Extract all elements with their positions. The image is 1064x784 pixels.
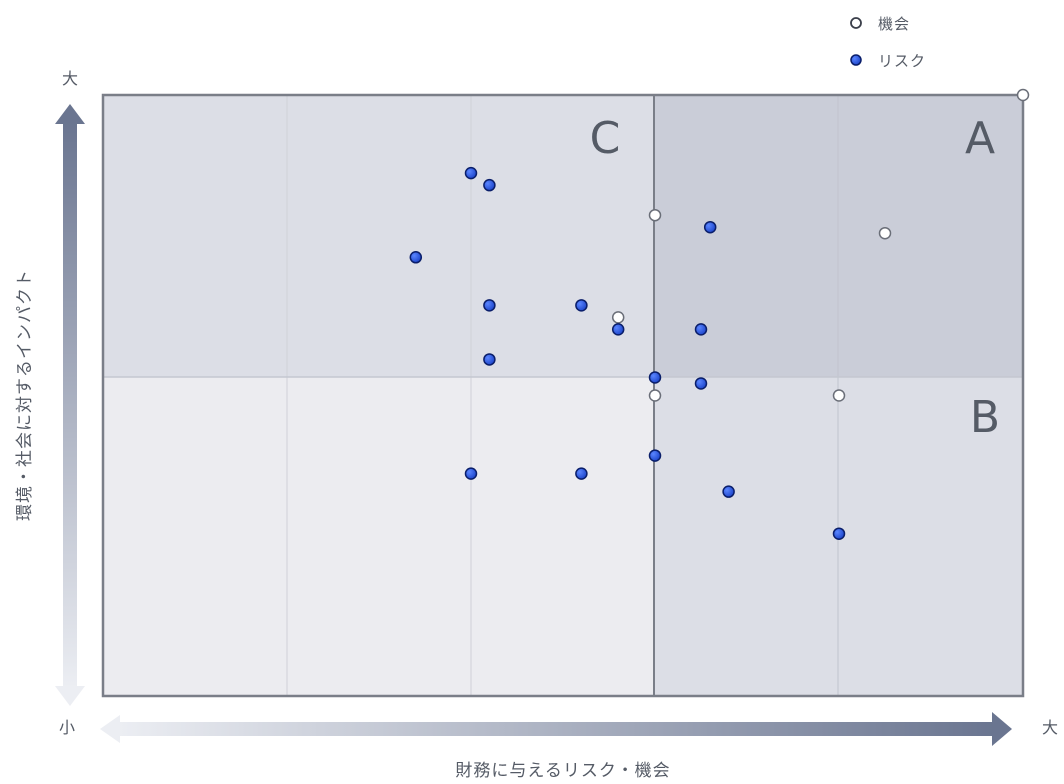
risk-point-6 bbox=[575, 299, 588, 312]
legend-label-opportunity: 機会 bbox=[878, 15, 910, 33]
x-axis-arrow bbox=[100, 712, 1012, 746]
y-axis-arrow bbox=[55, 104, 85, 706]
y-axis-high-label: 大 bbox=[62, 69, 78, 88]
risk-point-11 bbox=[694, 377, 708, 390]
legend-marker-risk bbox=[850, 54, 862, 66]
opportunity-point-5 bbox=[648, 389, 662, 402]
risk-point-10 bbox=[648, 371, 662, 384]
quadrant-label-c: C bbox=[590, 113, 621, 164]
risk-point-5 bbox=[483, 299, 496, 312]
risk-point-3 bbox=[703, 220, 717, 234]
opportunity-point-4 bbox=[611, 311, 625, 324]
legend-marker-opportunity bbox=[850, 17, 862, 29]
risk-point-14 bbox=[575, 467, 588, 480]
risk-point-16 bbox=[832, 527, 846, 540]
y-axis-low-label: 小 bbox=[59, 718, 75, 737]
legend-label-risk: リスク bbox=[878, 52, 926, 70]
risk-point-13 bbox=[464, 467, 478, 480]
risk-point-15 bbox=[722, 485, 735, 498]
data-points bbox=[409, 88, 1030, 540]
x-axis-high-label: 大 bbox=[1042, 718, 1058, 737]
risk-point-8 bbox=[694, 323, 708, 336]
opportunity-point-1 bbox=[1016, 88, 1030, 102]
opportunity-point-2 bbox=[648, 208, 662, 222]
quadrant-label-a: A bbox=[965, 113, 995, 164]
risk-point-9 bbox=[483, 353, 496, 366]
risk-point-2 bbox=[483, 178, 496, 192]
risk-point-7 bbox=[611, 323, 625, 336]
legend: 機会 リスク bbox=[850, 15, 926, 70]
quadrant-label-b: B bbox=[970, 392, 1000, 443]
quadrant-d-bg bbox=[103, 377, 654, 696]
risk-point-12 bbox=[648, 449, 662, 462]
x-axis-title: 財務に与えるリスク・機会 bbox=[455, 761, 670, 781]
opportunity-point-3 bbox=[878, 226, 892, 240]
quadrant-c-bg bbox=[103, 95, 654, 377]
y-axis-title: 環境・社会に対するインパクト bbox=[15, 269, 35, 521]
risk-point-4 bbox=[409, 251, 423, 264]
opportunity-point-6 bbox=[832, 389, 846, 402]
risk-point-1 bbox=[464, 166, 478, 180]
plot-frame bbox=[101, 93, 1025, 698]
